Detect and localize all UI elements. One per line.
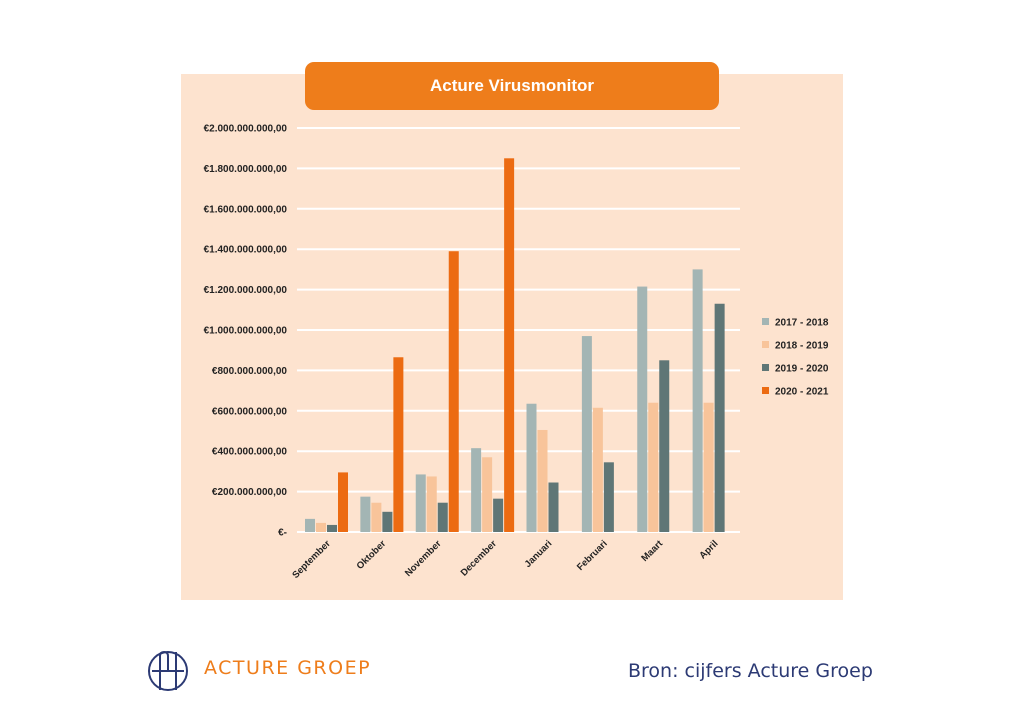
bar-2018-2019-november xyxy=(426,476,437,532)
bar-2017-2018-september xyxy=(305,518,315,532)
y-tick-label: €1.000.000.000,00 xyxy=(204,326,288,337)
bar-2017-2018-januari xyxy=(526,403,537,532)
x-tick-label: April xyxy=(697,538,720,561)
bar-2018-2019-februari xyxy=(592,407,603,532)
bar-2018-2019-september xyxy=(316,522,326,532)
legend-label: 2018 - 2019 xyxy=(775,341,829,352)
bar-2018-2019-oktober xyxy=(371,502,382,532)
legend-label: 2020 - 2021 xyxy=(775,387,829,398)
ag-monogram-icon xyxy=(148,650,188,691)
y-tick-label: €200.000.000,00 xyxy=(212,487,288,498)
y-tick-label: €800.000.000,00 xyxy=(212,366,288,377)
legend-swatch xyxy=(762,341,769,348)
bar-2017-2018-februari xyxy=(581,336,592,532)
x-tick-label: September xyxy=(290,538,333,581)
bar-2020-2021-september xyxy=(338,472,348,532)
bar-2020-2021-oktober xyxy=(393,357,404,532)
bar-2017-2018-maart xyxy=(637,286,648,532)
x-tick-label: Oktober xyxy=(355,538,389,572)
chart-title: Acture Virusmonitor xyxy=(305,62,719,110)
legend-label: 2017 - 2018 xyxy=(775,318,829,329)
bar-2020-2021-december xyxy=(504,158,515,533)
bar-2019-2020-april xyxy=(714,303,725,532)
legend-swatch xyxy=(762,387,769,394)
bar-2019-2020-september xyxy=(327,524,337,532)
x-tick-label: Januari xyxy=(523,538,555,570)
bar-2017-2018-november xyxy=(415,474,426,532)
bar-2018-2019-januari xyxy=(537,429,548,532)
bar-2018-2019-maart xyxy=(648,402,659,532)
bar-2017-2018-april xyxy=(692,269,703,532)
y-tick-label: €1.600.000.000,00 xyxy=(204,204,288,215)
source-note: Bron: cijfers Acture Groep xyxy=(628,660,873,682)
y-tick-label: €1.800.000.000,00 xyxy=(204,164,288,175)
bar-2018-2019-april xyxy=(703,402,714,532)
y-tick-label: €1.200.000.000,00 xyxy=(204,285,288,296)
bar-2019-2020-maart xyxy=(659,360,670,532)
bar-2019-2020-januari xyxy=(548,482,559,532)
y-tick-label: €400.000.000,00 xyxy=(212,447,288,458)
legend-label: 2019 - 2020 xyxy=(775,364,829,375)
legend-swatch xyxy=(762,318,769,325)
bar-2019-2020-november xyxy=(437,502,448,532)
y-tick-label: €- xyxy=(278,528,287,539)
bar-2019-2020-oktober xyxy=(382,511,393,532)
brand-name: ACTURE GROEP xyxy=(204,657,372,679)
bar-2017-2018-december xyxy=(471,448,482,532)
x-tick-label: Maart xyxy=(639,538,665,564)
y-tick-label: €600.000.000,00 xyxy=(212,406,288,417)
acture-groep-logo xyxy=(148,650,188,691)
y-tick-label: €1.400.000.000,00 xyxy=(204,245,288,256)
legend-swatch xyxy=(762,364,769,371)
x-tick-label: December xyxy=(459,538,499,578)
x-tick-label: Februari xyxy=(575,538,610,573)
x-tick-label: November xyxy=(403,538,444,579)
bar-2018-2019-december xyxy=(482,457,493,532)
bar-2017-2018-oktober xyxy=(360,496,371,532)
bar-2020-2021-november xyxy=(448,251,459,532)
bar-2019-2020-december xyxy=(493,498,504,532)
bar-2019-2020-februari xyxy=(603,462,614,532)
y-tick-label: €2.000.000.000,00 xyxy=(204,124,288,135)
